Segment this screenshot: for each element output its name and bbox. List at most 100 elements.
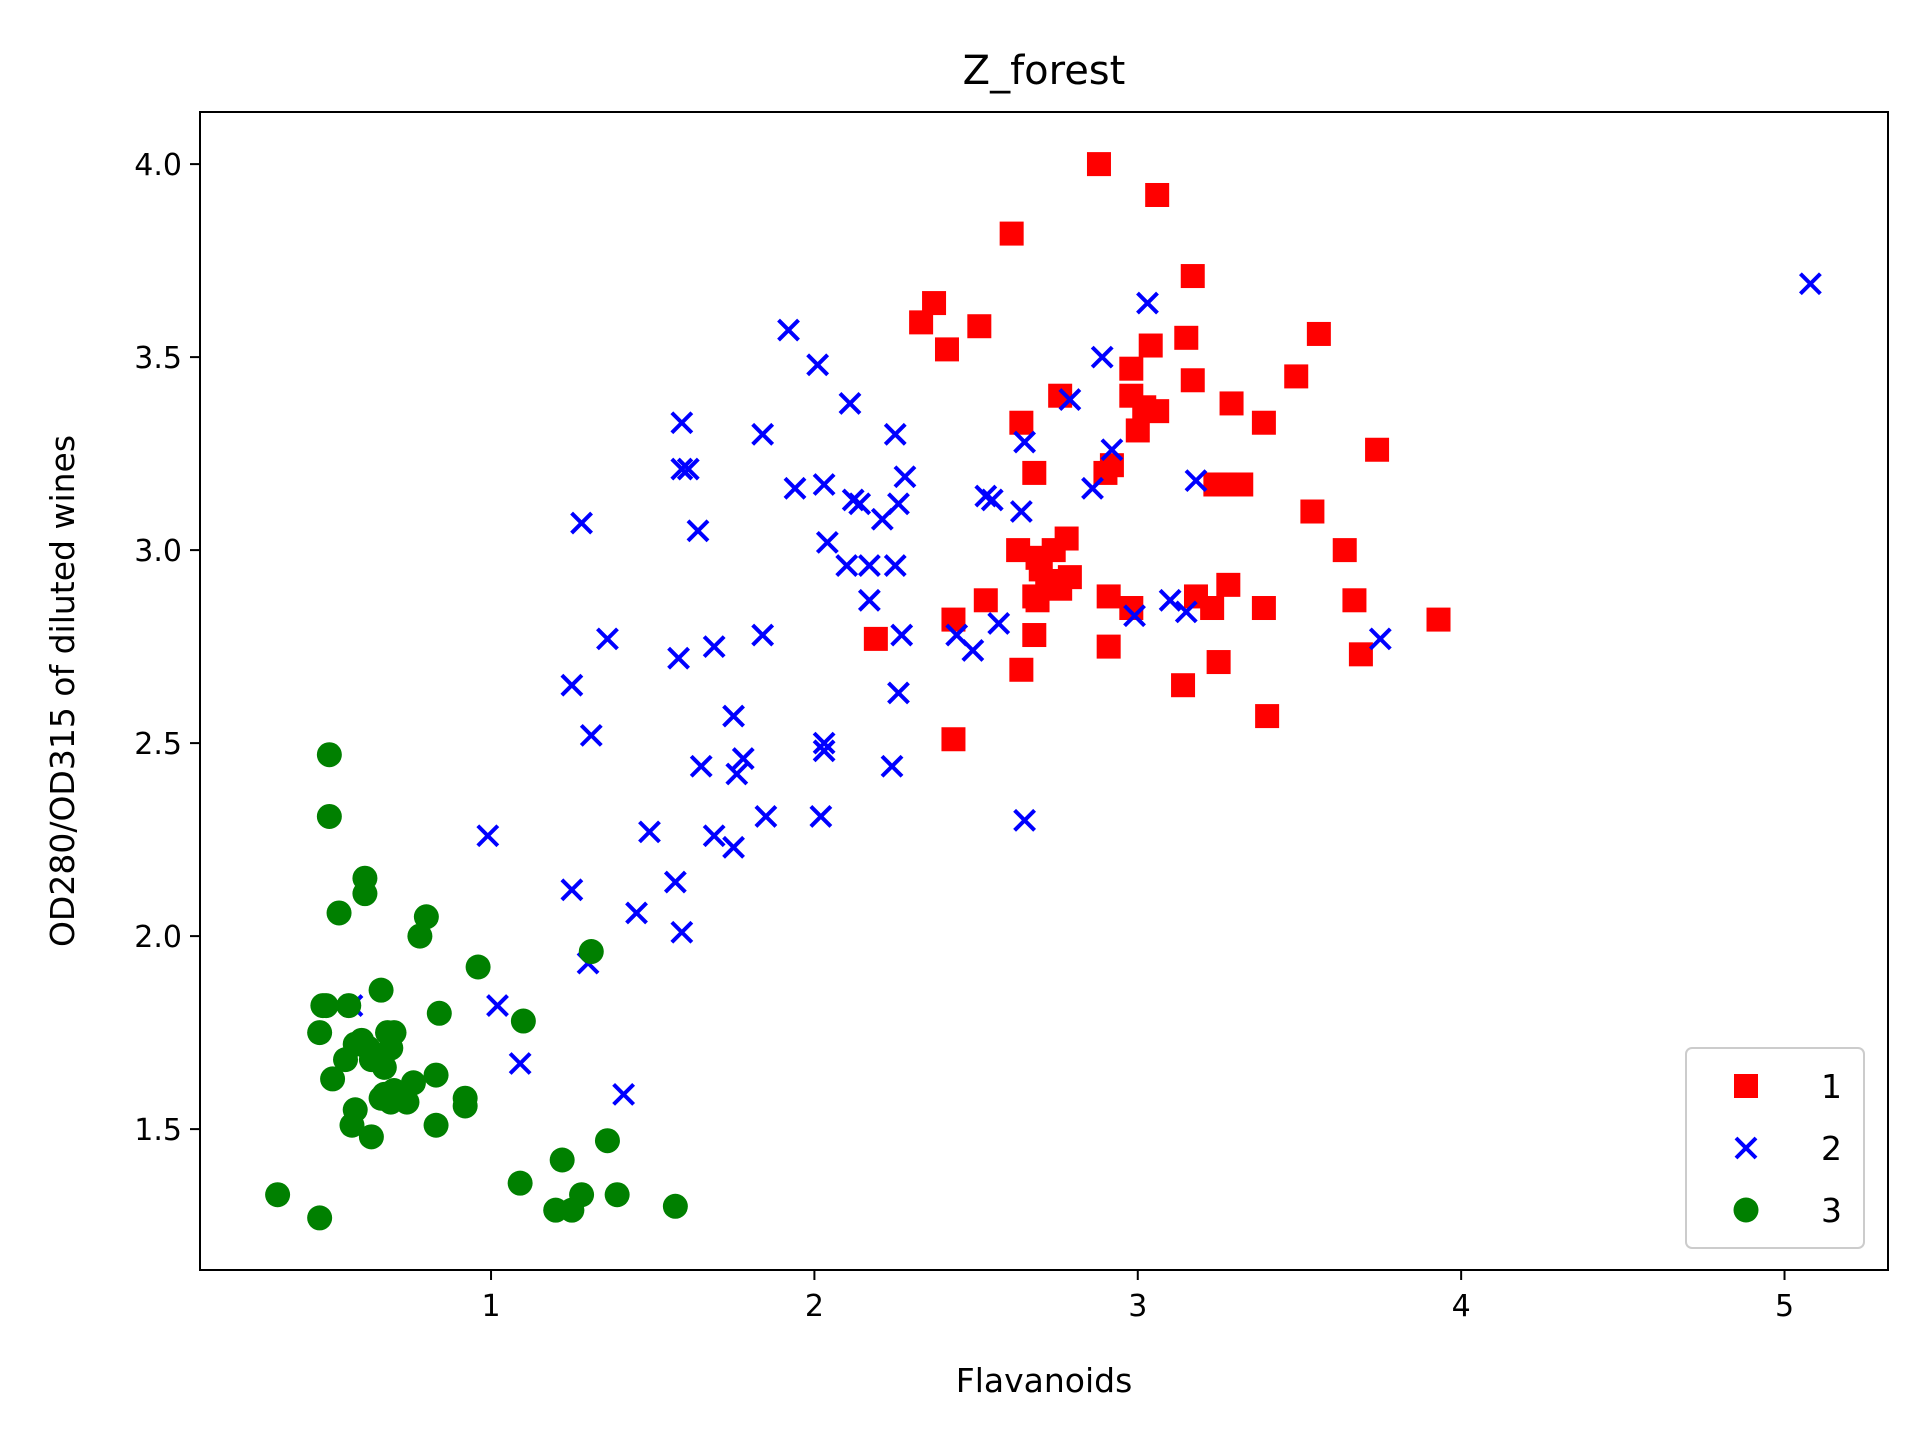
series-3-point	[316, 742, 342, 768]
series-2-point	[751, 623, 775, 647]
series-1-point	[1009, 657, 1034, 682]
series-1-point	[1174, 325, 1199, 350]
series-2-point	[887, 681, 910, 705]
series-2-point	[1798, 272, 1822, 296]
series-3-point	[510, 1008, 536, 1034]
series-2-point	[625, 901, 648, 925]
series-2-point	[987, 612, 1011, 635]
series-2-point	[812, 473, 836, 496]
series-3-point	[371, 1054, 397, 1080]
series-2-point	[722, 704, 745, 728]
series-2-point	[722, 835, 745, 859]
series-1-point	[967, 314, 992, 339]
series-2-point	[612, 1082, 636, 1106]
legend-label-2: 2	[1821, 1129, 1842, 1168]
series-2-point	[754, 805, 778, 828]
x-axis-label: Flavanoids	[956, 1361, 1133, 1400]
x-tick-label: 2	[805, 1289, 824, 1324]
series-3-point	[413, 904, 439, 930]
series-2-point	[560, 673, 584, 697]
series-1-point	[1426, 607, 1451, 632]
series-1-point	[1251, 596, 1276, 621]
series-2-point	[883, 422, 907, 446]
series-2-point	[1058, 388, 1082, 411]
series-2-point	[689, 754, 713, 778]
legend-marker-2	[1734, 1136, 1758, 1160]
series-2-point	[1123, 604, 1146, 628]
series-2-point	[857, 588, 881, 612]
legend-marker-3	[1733, 1197, 1759, 1223]
series-2-point	[857, 554, 881, 577]
series-3-point	[368, 977, 394, 1003]
series-1-point	[1348, 642, 1373, 667]
series-2-point	[638, 820, 661, 844]
series-3-point	[559, 1197, 585, 1223]
series-1-point	[1284, 364, 1309, 389]
legend-label-3: 3	[1821, 1191, 1842, 1230]
series-2-point	[486, 994, 509, 1018]
series-2-point	[809, 805, 833, 828]
series-2-point	[815, 530, 839, 554]
series-3-point	[265, 1182, 291, 1208]
series-1-point	[1022, 623, 1047, 648]
series-1-point	[1251, 410, 1276, 435]
series-3-point	[339, 1112, 365, 1138]
x-tick-label: 5	[1775, 1289, 1794, 1324]
series-2-point	[579, 723, 603, 747]
series-2-point	[1100, 438, 1124, 462]
series-2-point	[663, 870, 687, 894]
series-3-point	[452, 1093, 478, 1119]
series-1-point	[909, 310, 934, 335]
series-1-point	[1096, 584, 1121, 609]
y-tick-label: 3.0	[134, 534, 182, 569]
series-1-point	[941, 727, 966, 752]
series-3-point	[333, 1047, 359, 1073]
series-2-point	[560, 878, 584, 902]
series-1-point	[1048, 576, 1073, 601]
series-2-point	[596, 627, 619, 651]
series-3-point	[465, 954, 491, 980]
series-1-point	[999, 221, 1024, 246]
series-1-point	[1180, 264, 1205, 289]
series-3-point	[352, 881, 378, 907]
series-1-point	[1138, 333, 1163, 358]
series-2-point	[670, 457, 694, 481]
series-2-point	[702, 635, 726, 659]
series-3-point	[423, 1062, 449, 1088]
y-axis-label: OD280/OD315 of diluted wines	[43, 435, 82, 947]
series-3-point	[326, 900, 352, 926]
series-3-point	[307, 1205, 333, 1231]
series-2-point	[1174, 600, 1198, 624]
series-2-point	[731, 747, 755, 770]
series-2-point	[686, 519, 710, 543]
series-1-point	[1219, 391, 1244, 416]
y-tick-label: 3.5	[134, 341, 182, 376]
series-2-point	[812, 731, 836, 755]
y-axis: 1.5 2.0 2.5 3.0 3.5 4.0	[134, 148, 200, 1148]
series-2-point	[1136, 291, 1159, 315]
series-3-point	[316, 803, 342, 829]
series-2-point	[870, 507, 894, 531]
series-2-point	[848, 492, 872, 516]
series-2-point	[1081, 476, 1104, 500]
x-tick-label: 3	[1128, 1289, 1147, 1324]
series-2-point	[508, 1052, 532, 1075]
y-tick-label: 2.5	[134, 727, 182, 762]
series-2-point	[893, 465, 917, 489]
x-axis: 1 2 3 4 5	[481, 1270, 1794, 1324]
series-2-point	[1184, 469, 1208, 493]
series-2-point	[1013, 808, 1037, 832]
series-3-point	[549, 1147, 575, 1173]
series-1-point	[1206, 650, 1231, 675]
series-3-point	[426, 1000, 452, 1026]
series-2-point	[570, 511, 593, 535]
y-tick-label: 2.0	[134, 920, 182, 955]
series-1-point	[1086, 152, 1111, 177]
series-1-point	[1332, 538, 1357, 563]
series-2-point	[812, 739, 836, 763]
series-2-point	[670, 411, 694, 435]
data-marks	[265, 152, 1822, 1231]
legend-label-1: 1	[1821, 1067, 1842, 1106]
plot-frame	[199, 111, 1889, 1271]
series-2-point	[667, 646, 691, 670]
